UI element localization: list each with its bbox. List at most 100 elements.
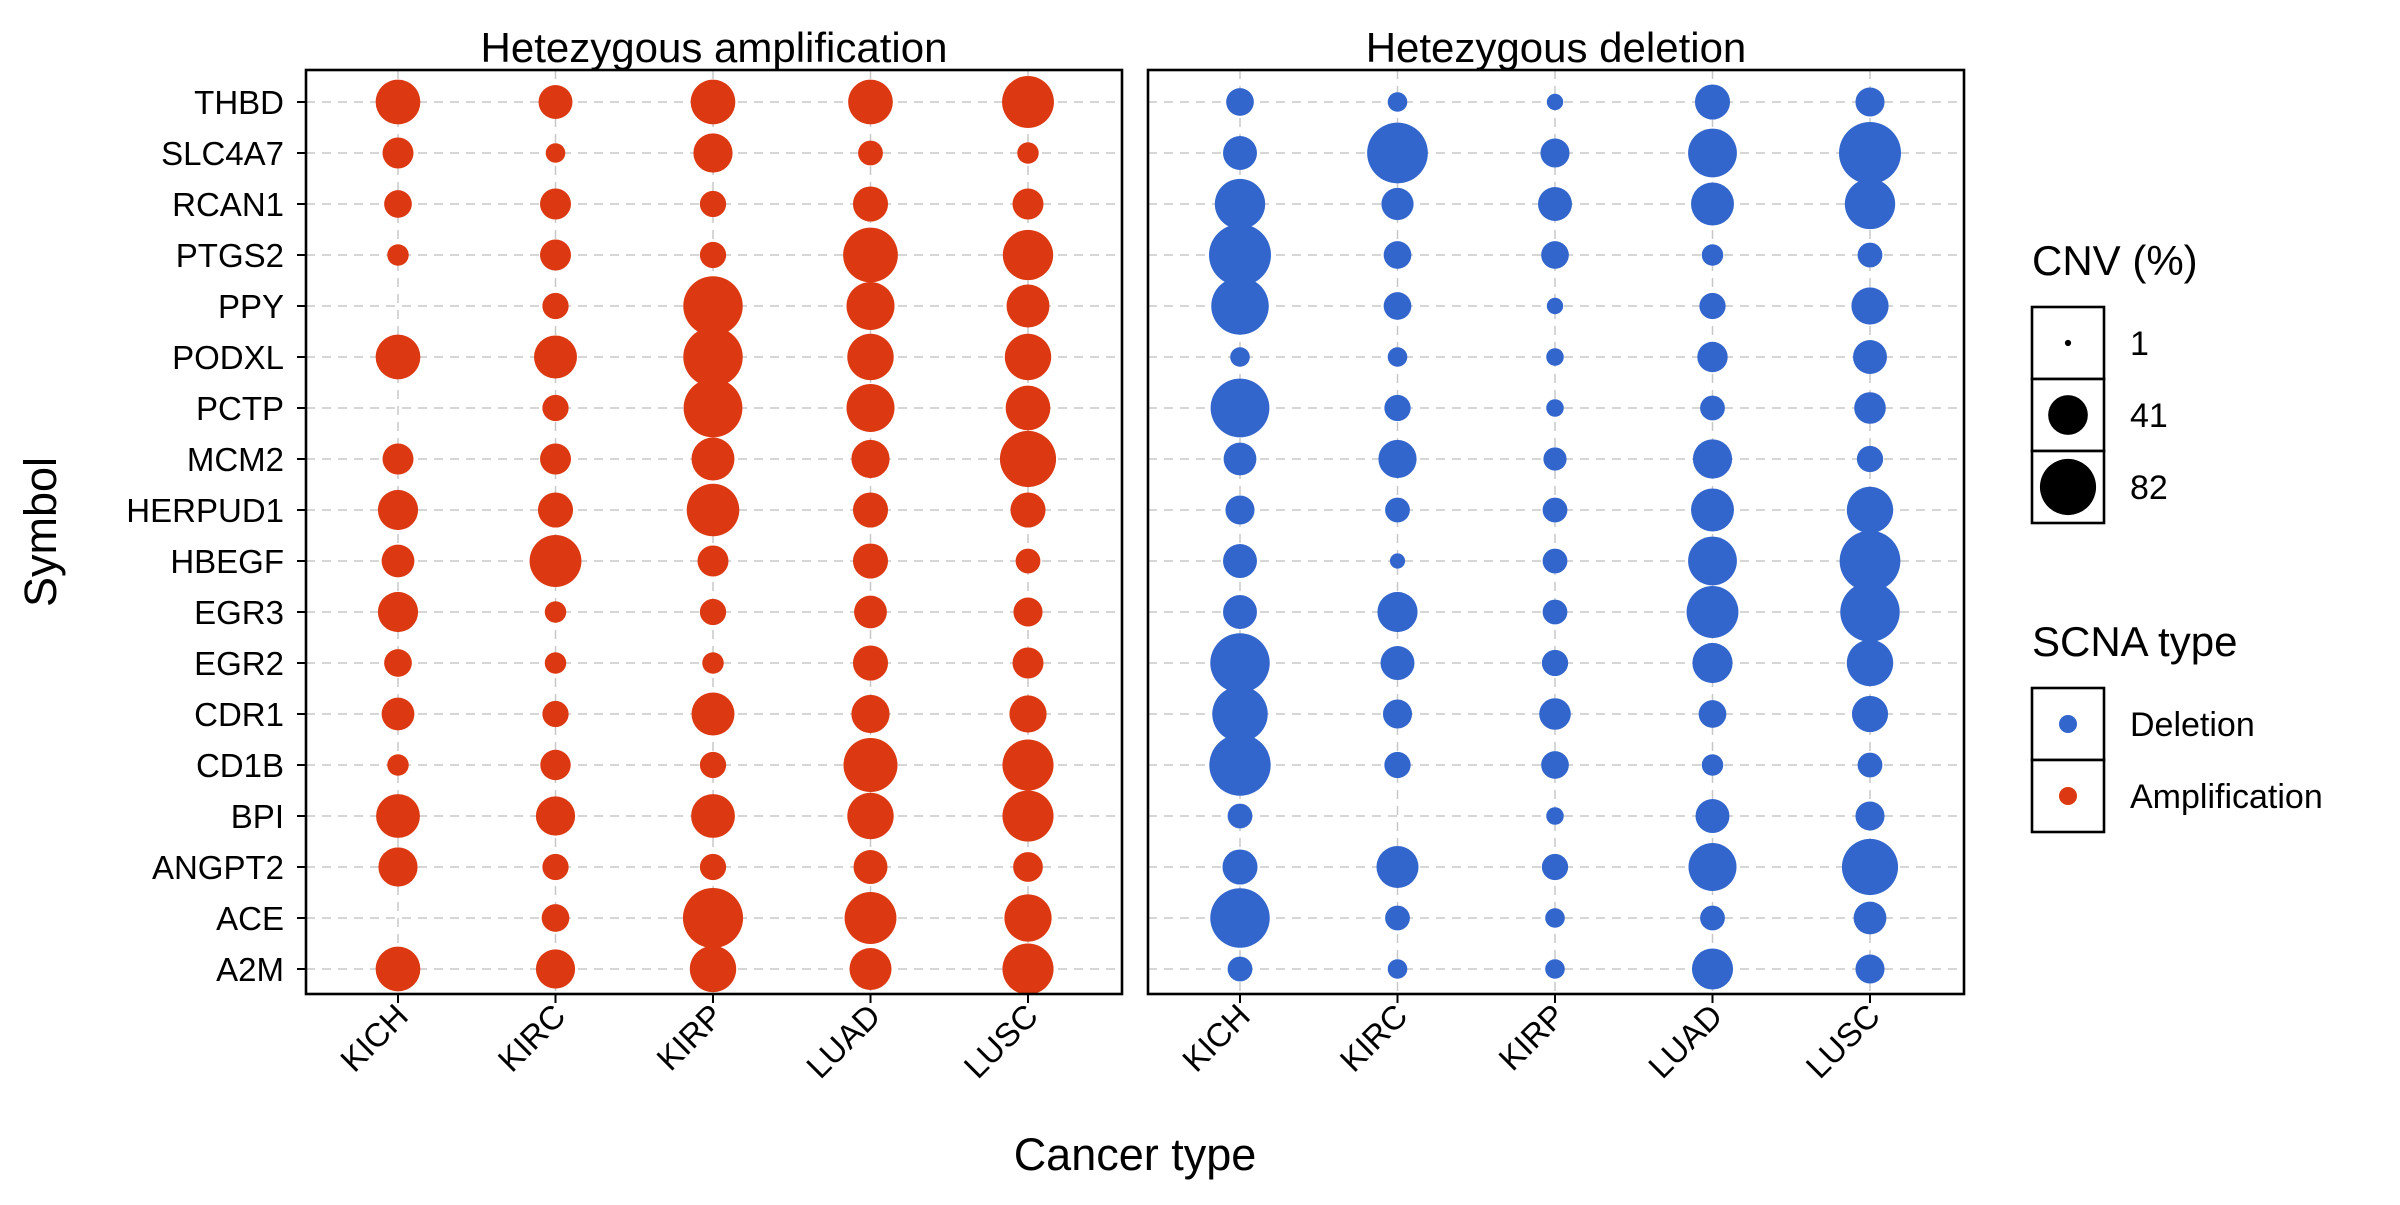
bubble-RCAN1-LUAD: RCAN1 / LUAD: 48 <box>1691 182 1734 226</box>
bubble-CDR1-KIRC: CDR1 / KIRC: 22 <box>1382 699 1413 729</box>
bubble-RCAN1-LUAD: RCAN1 / LUAD: 32 <box>852 186 889 222</box>
bubble-MCM2-KIRP: MCM2 / KIRP: 14 <box>1543 447 1567 471</box>
bubble-ANGPT2-LUAD: ANGPT2 / LUAD: 30 <box>853 850 888 884</box>
bubble-ANGPT2-LUAD: ANGPT2 / LUAD: 60 <box>1688 842 1737 892</box>
bubble-MCM2-KIRC: MCM2 / KIRC: 25 <box>540 443 571 475</box>
bubble-SLC4A7-KIRC: SLC4A7 / KIRC: 10 <box>545 143 566 163</box>
bubble-A2M-KIRP: A2M / KIRP: 10 <box>1545 959 1565 979</box>
bubble-EGR2-KICH: EGR2 / KICH: 20 <box>384 649 412 677</box>
bubble-BPI-LUSC: BPI / LUSC: 68 <box>1002 790 1054 842</box>
bubble-EGR2-LUSC: EGR2 / LUSC: 25 <box>1012 647 1044 679</box>
bubble-CDR1-LUSC: CDR1 / LUSC: 36 <box>1009 695 1047 733</box>
x-tick-label: LUAD <box>799 997 887 1085</box>
y-tick-label: EGR3 <box>194 594 284 631</box>
bubble-CD1B-KIRC: CD1B / KIRC: 24 <box>540 749 571 781</box>
bubble-MCM2-LUAD: MCM2 / LUAD: 40 <box>1692 439 1733 479</box>
size-legend-dot <box>2064 339 2072 347</box>
bubble-THBD-LUAD: THBD / LUAD: 52 <box>848 79 893 125</box>
bubble-HBEGF-KICH: HBEGF / KICH: 28 <box>381 544 415 578</box>
bubble-HERPUD1-LUSC: HERPUD1 / LUSC: 32 <box>1010 492 1046 528</box>
bubble-HBEGF-KIRC: HBEGF / KIRC: 6 <box>1389 553 1406 569</box>
x-tick-label: KICH <box>1175 997 1257 1079</box>
bubble-PPY-LUAD: PPY / LUAD: 18 <box>1699 292 1726 320</box>
bubble-RCAN1-KIRC: RCAN1 / KIRC: 27 <box>1381 187 1414 221</box>
bubble-ANGPT2-LUSC: ANGPT2 / LUSC: 23 <box>1013 852 1043 882</box>
bubble-THBD-LUAD: THBD / LUAD: 32 <box>1694 84 1731 120</box>
bubble-MCM2-LUSC: MCM2 / LUSC: 18 <box>1856 445 1884 473</box>
bubble-BPI-LUAD: BPI / LUAD: 30 <box>1695 799 1730 833</box>
bubble-EGR2-KIRP: EGR2 / KIRP: 12 <box>702 652 724 674</box>
x-tick-label: KIRP <box>649 997 730 1078</box>
bubble-HBEGF-KIRP: HBEGF / KIRP: 25 <box>697 545 729 577</box>
bubble-SLC4A7-LUSC: SLC4A7 / LUSC: 100 <box>1839 122 1901 184</box>
y-tick-label: CD1B <box>196 747 284 784</box>
bubble-ACE-KIRP: ACE / KIRP: 94 <box>682 887 744 949</box>
y-tick-label: HERPUD1 <box>126 492 284 529</box>
bubble-RCAN1-KIRP: RCAN1 / KIRP: 30 <box>1538 187 1572 221</box>
bubble-PCTP-LUSC: PCTP / LUSC: 26 <box>1854 392 1886 424</box>
bubble-PODXL-KIRC: PODXL / KIRC: 48 <box>534 335 577 379</box>
bubble-PTGS2-LUAD: PTGS2 / LUAD: 78 <box>843 227 898 283</box>
bubble-THBD-KIRP: THBD / KIRP: 7 <box>1546 93 1564 111</box>
bubble-RCAN1-LUSC: RCAN1 / LUSC: 25 <box>1012 188 1044 220</box>
panel-title: Hetezygous amplification <box>481 24 948 71</box>
color-legend-label: Deletion <box>2130 706 2255 744</box>
bubble-PTGS2-KIRP: PTGS2 / KIRP: 18 <box>699 241 727 269</box>
bubble-MCM2-KIRP: MCM2 / KIRP: 48 <box>691 437 735 481</box>
x-tick-label: LUSC <box>957 997 1045 1085</box>
y-tick-label: BPI <box>231 798 284 835</box>
bubble-RCAN1-LUSC: RCAN1 / LUSC: 66 <box>1844 178 1896 230</box>
bubble-HBEGF-LUSC: HBEGF / LUSC: 16 <box>1015 548 1041 574</box>
bubble-PODXL-LUAD: PODXL / LUAD: 24 <box>1697 341 1728 373</box>
bubble-ANGPT2-KIRC: ANGPT2 / KIRC: 46 <box>1376 845 1419 889</box>
bubble-HERPUD1-KICH: HERPUD1 / KICH: 42 <box>377 489 419 531</box>
color-legend-dot <box>2059 787 2077 805</box>
size-legend-title: CNV (%) <box>2032 237 2198 284</box>
bubble-MCM2-KICH: MCM2 / KICH: 25 <box>382 443 414 475</box>
bubble-THBD-KIRP: THBD / KIRP: 52 <box>690 79 736 125</box>
bubble-A2M-KIRP: A2M / KIRP: 56 <box>689 945 737 993</box>
bubble-CDR1-KICH: CDR1 / KICH: 28 <box>381 697 415 731</box>
bubble-PODXL-LUSC: PODXL / LUSC: 30 <box>1853 340 1887 374</box>
bubble-MCM2-KICH: MCM2 / KICH: 28 <box>1223 442 1257 476</box>
bubble-BPI-KICH: BPI / KICH: 50 <box>376 794 420 838</box>
bubble-HERPUD1-LUAD: HERPUD1 / LUAD: 32 <box>852 492 889 528</box>
bubble-PODXL-KICH: PODXL / KICH: 52 <box>375 334 421 380</box>
bubble-THBD-LUSC: THBD / LUSC: 70 <box>1002 76 1054 128</box>
bubble-EGR3-LUAD: EGR3 / LUAD: 28 <box>854 595 887 629</box>
bubble-PTGS2-KIRC: PTGS2 / KIRC: 25 <box>540 239 571 271</box>
bubble-EGR2-LUAD: EGR2 / LUAD: 42 <box>1692 642 1733 684</box>
bubble-MCM2-LUAD: MCM2 / LUAD: 38 <box>851 439 890 479</box>
bubble-A2M-LUSC: A2M / LUSC: 22 <box>1855 954 1885 984</box>
bubble-ACE-KIRC: ACE / KIRC: 20 <box>541 904 570 932</box>
x-tick-label: KIRP <box>1491 997 1572 1078</box>
bubble-HERPUD1-KIRC: HERPUD1 / KIRC: 16 <box>1385 497 1410 523</box>
bubble-EGR2-KIRC: EGR2 / KIRC: 12 <box>544 652 567 674</box>
bubble-CD1B-LUAD: CD1B / LUAD: 76 <box>843 737 898 793</box>
bubble-HERPUD1-KIRC: HERPUD1 / KIRC: 32 <box>537 492 574 528</box>
bubble-A2M-LUSC: A2M / LUSC: 68 <box>1002 943 1054 995</box>
bubble-BPI-LUAD: BPI / LUAD: 56 <box>847 792 894 840</box>
bubble-HBEGF-KICH: HBEGF / KICH: 30 <box>1223 544 1257 578</box>
bubble-MCM2-KIRC: MCM2 / KIRC: 38 <box>1378 439 1417 479</box>
bubble-PPY-KIRP: PPY / KIRP: 7 <box>1546 297 1564 315</box>
bubble-CD1B-LUAD: CD1B / LUAD: 12 <box>1701 754 1724 776</box>
bubble-EGR2-LUSC: EGR2 / LUSC: 56 <box>1846 639 1894 687</box>
bubble-A2M-LUAD: A2M / LUAD: 46 <box>849 947 892 991</box>
bubble-HBEGF-KIRP: HBEGF / KIRP: 16 <box>1542 548 1568 574</box>
bubble-PCTP-KICH: PCTP / KICH: 90 <box>1210 378 1270 438</box>
bubble-HERPUD1-KIRP: HERPUD1 / KIRP: 16 <box>1542 497 1568 523</box>
bubble-HERPUD1-LUSC: HERPUD1 / LUSC: 56 <box>1846 486 1894 534</box>
bubble-CD1B-KICH: CD1B / KICH: 98 <box>1209 734 1271 796</box>
bubble-SLC4A7-KIRP: SLC4A7 / KIRP: 40 <box>693 133 733 173</box>
bubble-PCTP-KIRP: PCTP / KIRP: 8 <box>1546 399 1564 417</box>
bubble-PCTP-KIRP: PCTP / KIRP: 90 <box>683 378 743 438</box>
bubble-SLC4A7-KIRP: SLC4A7 / KIRP: 22 <box>1540 138 1570 168</box>
bubble-CD1B-KIRP: CD1B / KIRP: 18 <box>699 751 727 779</box>
bubble-RCAN1-KIRP: RCAN1 / KIRP: 18 <box>699 190 727 218</box>
bubble-SLC4A7-LUSC: SLC4A7 / LUSC: 12 <box>1017 142 1039 164</box>
bubble-PPY-KIRC: PPY / KIRC: 20 <box>1383 292 1412 320</box>
bubble-PTGS2-LUSC: PTGS2 / LUSC: 66 <box>1002 229 1054 281</box>
y-tick-label: CDR1 <box>194 696 284 733</box>
x-axis-title: Cancer type <box>1014 1129 1257 1180</box>
